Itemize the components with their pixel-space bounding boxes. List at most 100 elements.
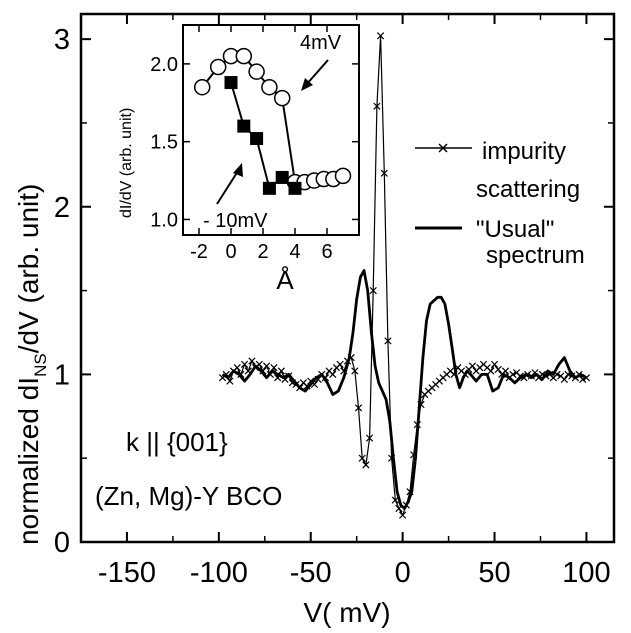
- inset-y-tick-label: 1.0: [150, 209, 178, 231]
- inset-series-4mv-marker: [209, 58, 227, 76]
- series-impurity-marker: [487, 367, 495, 375]
- y-axis-title-subscript: NS: [31, 353, 50, 377]
- inset-y-tick-label: 1.5: [150, 132, 178, 154]
- inset-series-4mv-marker: [273, 89, 291, 107]
- series-impurity-marker: [490, 360, 499, 368]
- inset-y-tick-label: 2.0: [150, 54, 178, 76]
- legend-entry-usual: "Usual" spectrum: [415, 216, 585, 269]
- main-plot-frame: [79, 12, 616, 544]
- series-impurity-marker: [560, 375, 569, 384]
- legend-marker-impurity: [438, 143, 448, 153]
- y-tick-label: 0: [54, 527, 70, 559]
- series-impurity-marker: [270, 364, 278, 372]
- inset-series-10mv-marker: [224, 76, 238, 90]
- series-impurity-marker: [395, 504, 403, 513]
- inset-x-tick-label: 4: [289, 241, 300, 263]
- series-impurity-marker: [509, 370, 517, 379]
- series-impurity-marker: [376, 32, 385, 40]
- inset-frame: [182, 24, 360, 236]
- series-impurity-marker: [387, 454, 396, 462]
- series-impurity-marker: [461, 370, 469, 379]
- series-impurity-marker: [450, 370, 458, 379]
- series-impurity-marker: [417, 400, 425, 409]
- series-impurity-marker: [259, 367, 267, 375]
- sample-annotation: (Zn, Mg)-Y BCO: [95, 481, 282, 511]
- arrow-10mv: [216, 163, 243, 205]
- series-impurity-marker: [468, 362, 477, 370]
- series-impurity-marker: [248, 357, 256, 365]
- legend-label-usual-line1: "Usual": [476, 216, 554, 243]
- series-impurity-marker: [329, 370, 337, 379]
- main-series-layer: [218, 32, 591, 519]
- series-impurity-marker: [233, 364, 241, 372]
- inset-series-10mv-marker: [237, 119, 251, 133]
- inset-series-10mv-marker: [262, 181, 276, 195]
- legend-label-impurity-line1: impurity: [482, 138, 566, 165]
- y-tick-label: 1: [54, 359, 70, 391]
- inset-series-4mv-marker: [261, 78, 278, 96]
- series-impurity-marker: [340, 367, 348, 375]
- series-impurity-marker: [413, 421, 421, 429]
- series-impurity-marker: [494, 365, 502, 373]
- inset-y-axis: 1.0 1.5 2.0: [150, 54, 359, 231]
- series-impurity-marker: [303, 382, 311, 390]
- series-impurity-marker: [384, 337, 392, 345]
- series-impurity-marker: [255, 360, 263, 368]
- series-impurity-marker: [501, 367, 510, 375]
- series-impurity-marker: [310, 380, 319, 389]
- inset-series-10mv-marker: [275, 170, 289, 184]
- direction-annotation: k || {001}: [126, 427, 228, 457]
- series-impurity-marker: [263, 362, 271, 370]
- arrow-4mv: [301, 59, 329, 91]
- x-tick-label: 0: [395, 557, 411, 589]
- x-tick-label: -150: [98, 557, 156, 589]
- x-tick-label: -50: [290, 557, 332, 589]
- series-impurity-marker: [296, 384, 304, 392]
- y-tick-label: 2: [54, 192, 70, 224]
- series-impurity-marker: [347, 353, 355, 362]
- series-impurity-marker: [406, 488, 414, 496]
- series-impurity-marker: [410, 451, 418, 459]
- series-impurity-marker: [240, 360, 249, 368]
- series-impurity-marker: [266, 370, 274, 379]
- series-impurity-marker: [314, 375, 322, 384]
- inset-x-tick-label: 2: [257, 241, 268, 263]
- inset-series-layer: [193, 47, 352, 195]
- series-impurity-marker: [277, 367, 285, 375]
- series-impurity-marker: [523, 370, 532, 379]
- inset-chart: -2 0 2 4 6 1.0 1.5 2.0 dI/dV (arb. unit) Å 4mV…: [118, 24, 360, 295]
- series-impurity-marker: [222, 370, 230, 379]
- inset-series-4mv-marker: [248, 63, 265, 80]
- series-impurity-marker: [553, 370, 561, 379]
- y-axis-title-tail: /dV (arb. unit): [13, 184, 44, 354]
- inset-series-4mv-marker: [235, 47, 253, 65]
- series-impurity-marker: [274, 374, 282, 382]
- y-axis-title-main: normalized dI: [13, 377, 44, 545]
- series-impurity-marker: [244, 367, 252, 375]
- series-impurity-marker: [399, 511, 407, 519]
- series-impurity-marker: [369, 286, 377, 295]
- y-axis-title: normalized dINS/dV (arb. unit): [13, 184, 50, 545]
- series-impurity-marker: [542, 372, 550, 380]
- series-impurity-marker: [285, 372, 293, 380]
- inset-series-4mv-marker: [193, 78, 211, 96]
- series-impurity-marker: [362, 461, 370, 469]
- series-impurity-marker: [582, 374, 591, 382]
- inset-x-tick-label: 6: [321, 241, 332, 263]
- series-impurity-marker: [568, 372, 576, 380]
- series-impurity-marker: [538, 370, 546, 379]
- series-impurity-marker: [579, 375, 587, 384]
- inset-x-axis: -2 0 2 4 6: [190, 25, 333, 263]
- inset-series-10mv-marker: [288, 181, 302, 195]
- legend: impurity scattering "Usual" spectrum: [415, 138, 585, 269]
- series-usual-line: [221, 269, 588, 510]
- main-y-axis: 0 1 2 3: [54, 24, 614, 559]
- inset-y-axis-title: dI/dV (arb. unit): [118, 108, 135, 218]
- series-impurity-marker: [516, 372, 524, 380]
- inset-series-10mv-marker: [250, 132, 264, 146]
- series-impurity-marker: [380, 169, 388, 177]
- series-impurity-marker: [564, 370, 572, 379]
- inset-x-tick-label: -2: [190, 241, 208, 263]
- main-x-axis: -150 -100 -50 0 50 100: [80, 14, 611, 589]
